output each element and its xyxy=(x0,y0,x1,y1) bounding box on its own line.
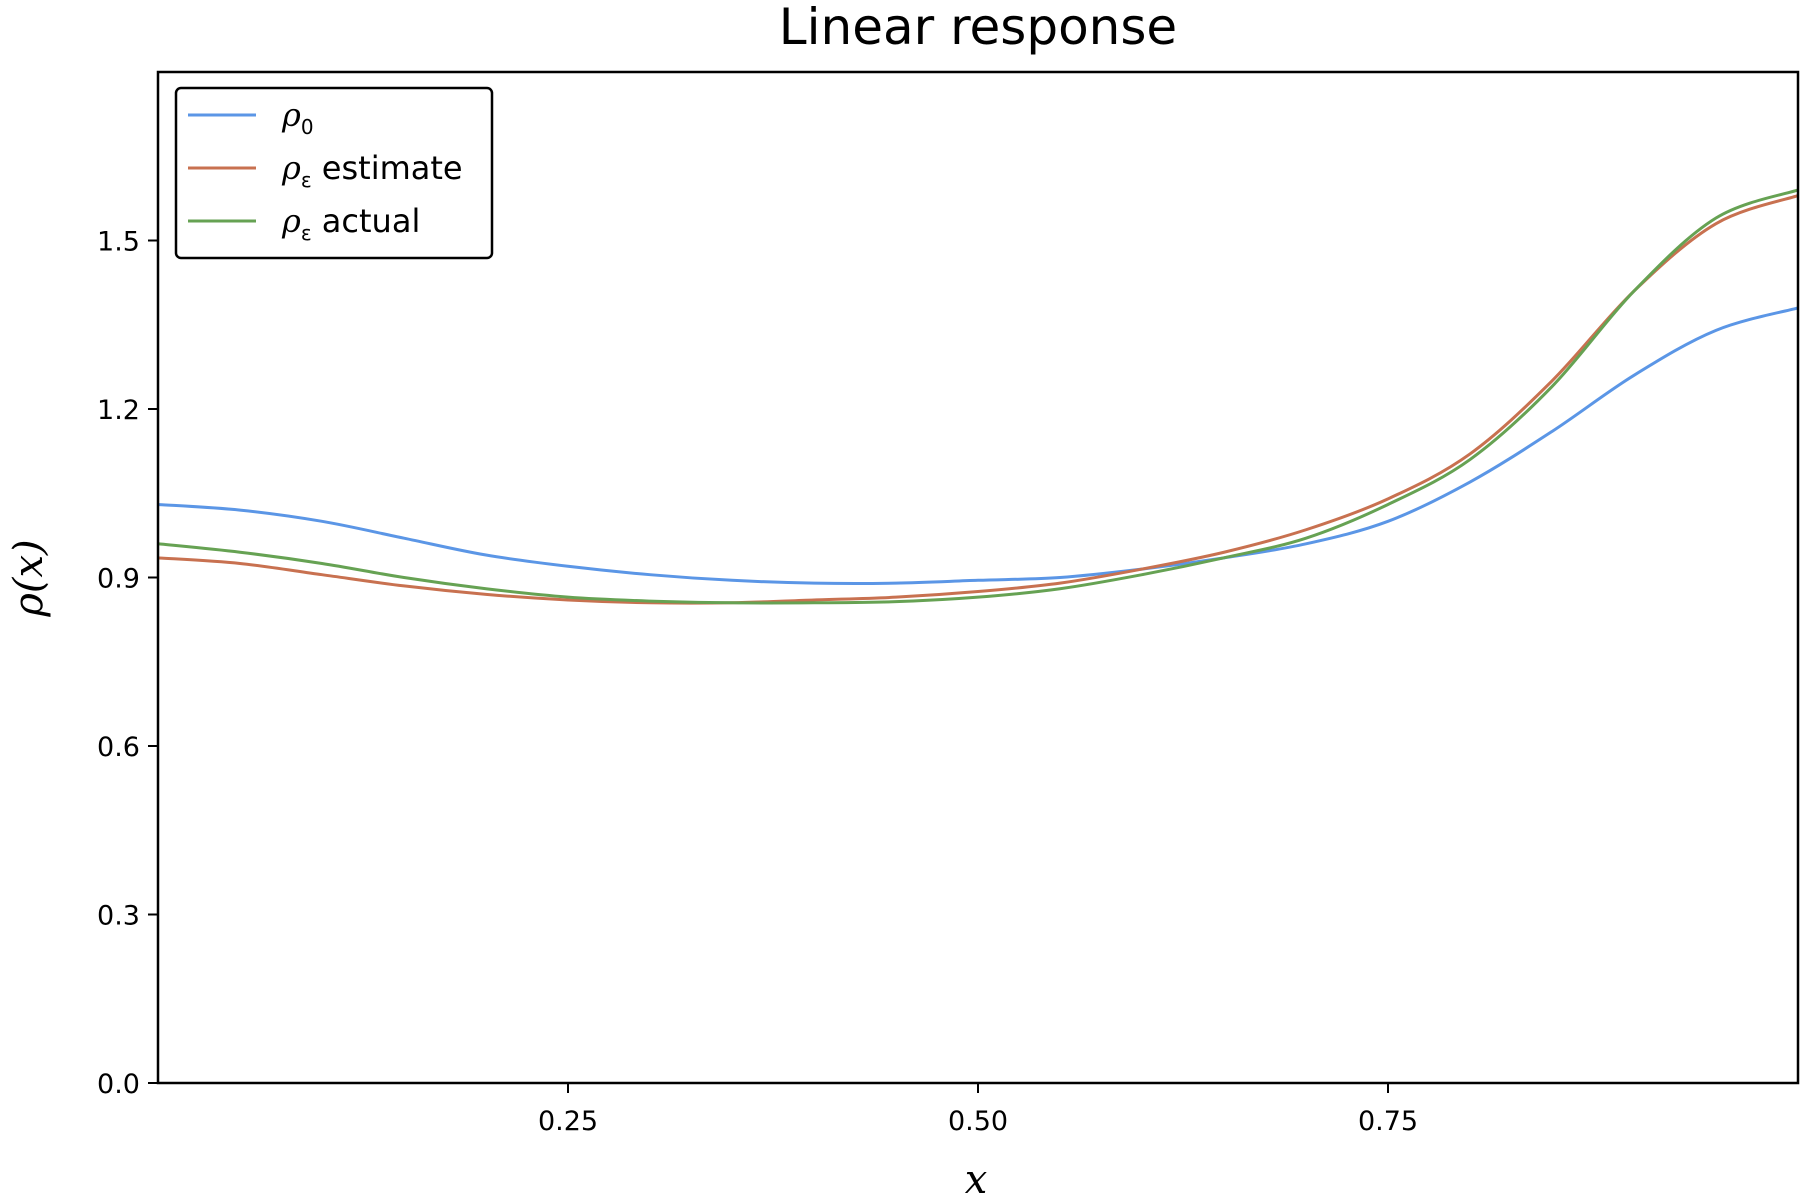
legend-label-2: ρε actual xyxy=(281,202,420,245)
y-tick-label: 0.9 xyxy=(97,564,140,595)
legend-label-1: ρε estimate xyxy=(281,149,463,192)
y-tick-label: 0.0 xyxy=(97,1069,140,1100)
series-line-1 xyxy=(157,194,1799,605)
y-tick-label: 0.3 xyxy=(97,901,140,932)
chart-title: Linear response xyxy=(779,0,1177,56)
x-tick-label: 0.25 xyxy=(538,1106,598,1137)
y-axis-label: ρ(x) xyxy=(6,539,52,617)
x-axis-label: x xyxy=(965,1157,988,1200)
plot-layer xyxy=(157,188,1799,605)
legend: ρ0 ρε estimate ρε actual xyxy=(174,86,494,260)
series-line-2 xyxy=(157,188,1799,605)
x-tick-label: 0.50 xyxy=(948,1106,1008,1137)
axis-layer: 0.25 0.50 0.75 0.0 0.3 0.6 0.9 1.2 1.5 xyxy=(97,70,1800,1137)
x-tick-label: 0.75 xyxy=(1358,1106,1418,1137)
series-line-0 xyxy=(157,306,1799,585)
y-tick-label: 1.2 xyxy=(97,395,140,426)
legend-box xyxy=(174,86,494,260)
y-tick-label: 1.5 xyxy=(97,227,140,258)
y-tick-label: 0.6 xyxy=(97,732,140,763)
legend-label-0: ρ0 xyxy=(281,96,314,139)
